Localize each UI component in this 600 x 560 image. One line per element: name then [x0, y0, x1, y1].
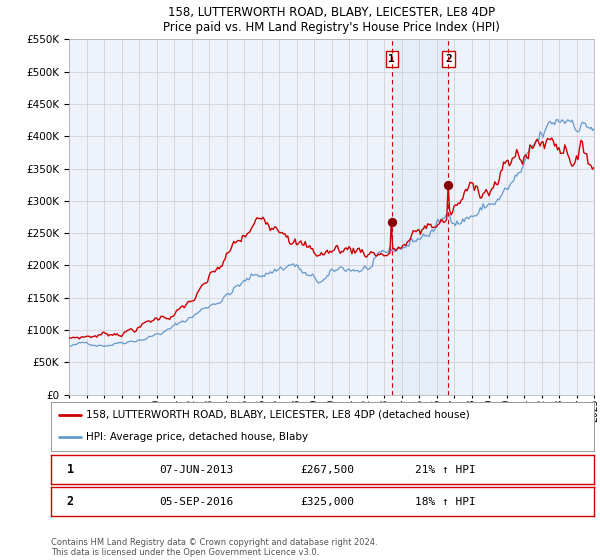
- Text: £325,000: £325,000: [301, 497, 355, 507]
- Text: 2: 2: [445, 54, 452, 64]
- Text: 1: 1: [388, 54, 395, 64]
- Text: 07-JUN-2013: 07-JUN-2013: [160, 465, 234, 475]
- Point: [443, 180, 453, 189]
- Text: 158, LUTTERWORTH ROAD, BLABY, LEICESTER, LE8 4DP (detached house): 158, LUTTERWORTH ROAD, BLABY, LEICESTER,…: [86, 410, 470, 420]
- Text: £267,500: £267,500: [301, 465, 355, 475]
- Text: Contains HM Land Registry data © Crown copyright and database right 2024.
This d: Contains HM Land Registry data © Crown c…: [51, 538, 377, 557]
- Point: [387, 217, 397, 226]
- Text: 18% ↑ HPI: 18% ↑ HPI: [415, 497, 476, 507]
- Title: 158, LUTTERWORTH ROAD, BLABY, LEICESTER, LE8 4DP
Price paid vs. HM Land Registry: 158, LUTTERWORTH ROAD, BLABY, LEICESTER,…: [163, 6, 500, 34]
- Text: HPI: Average price, detached house, Blaby: HPI: Average price, detached house, Blab…: [86, 432, 308, 442]
- Text: 21% ↑ HPI: 21% ↑ HPI: [415, 465, 476, 475]
- Bar: [392, 39, 448, 395]
- Text: 2: 2: [67, 495, 74, 508]
- Text: 05-SEP-2016: 05-SEP-2016: [160, 497, 234, 507]
- Text: 1: 1: [67, 463, 74, 477]
